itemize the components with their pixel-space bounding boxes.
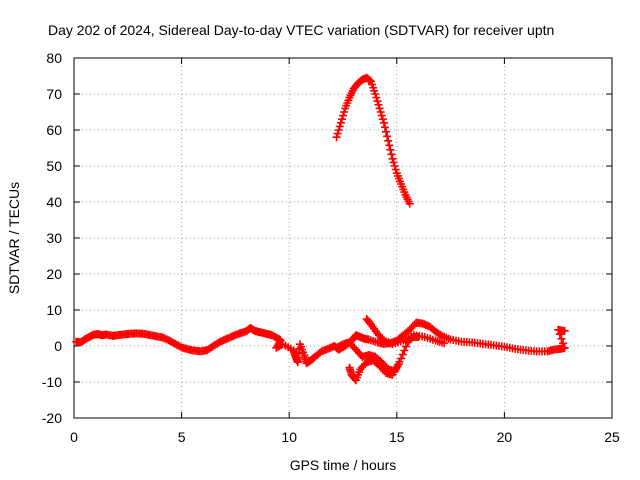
data-point-fill	[337, 115, 346, 124]
y-tick-label: 30	[46, 230, 62, 246]
x-tick-label: 10	[281, 429, 297, 445]
data-point-fill	[382, 127, 391, 136]
data-point-fill	[377, 111, 386, 120]
y-tick-label: 10	[46, 302, 62, 318]
data-point-fill	[559, 339, 568, 348]
y-tick-label: 70	[46, 86, 62, 102]
data-point	[384, 136, 393, 145]
series-branch-b	[345, 356, 403, 385]
data-point	[336, 118, 345, 127]
data-point	[332, 133, 341, 142]
data-point-fill	[334, 126, 343, 134]
y-tick-label: 40	[46, 194, 62, 210]
data-point	[440, 339, 449, 348]
x-tick-label: 5	[178, 429, 186, 445]
data-point-fill	[378, 115, 387, 124]
y-tick-label: 60	[46, 122, 62, 138]
data-point-fill	[401, 342, 410, 351]
data-point	[394, 360, 403, 368]
chart-title: Day 202 of 2024, Sidereal Day-to-day VTE…	[48, 22, 554, 38]
data-point-fill	[340, 108, 349, 116]
series-low-band	[72, 318, 569, 368]
data-point	[560, 326, 569, 335]
axis-ticks: 0 5 10 15 20 25 -20 -10 0 10 20 30 40 50 60 70 80	[42, 50, 620, 445]
data-point	[397, 354, 406, 363]
y-tick-label: 20	[46, 266, 62, 282]
data-point-fill	[557, 334, 566, 343]
data-point-fill	[365, 76, 374, 85]
x-axis-label: GPS time / hours	[290, 457, 397, 473]
data-point-fill	[391, 165, 400, 174]
data-point-fill	[383, 132, 392, 141]
y-tick-label: 0	[54, 338, 62, 354]
data-point-fill	[373, 97, 382, 106]
data-point-fill	[339, 111, 347, 120]
y-axis-label: SDTVAR / TECUs	[6, 182, 22, 294]
data-points	[72, 73, 569, 385]
data-point-fill	[390, 162, 399, 170]
data-point-fill	[386, 145, 395, 154]
data-point-fill	[398, 350, 407, 359]
data-point-fill	[380, 123, 389, 132]
data-point	[371, 90, 380, 98]
data-point-fill	[335, 122, 344, 131]
data-point	[375, 104, 384, 113]
x-tick-label: 0	[70, 429, 78, 445]
series-branch-c	[362, 315, 449, 349]
data-point-fill	[385, 141, 394, 150]
y-tick-label: -20	[42, 410, 62, 426]
data-point-fill	[372, 93, 381, 102]
series-high-arc	[332, 73, 414, 208]
x-tick-label: 15	[389, 429, 405, 445]
data-point-fill	[387, 150, 396, 159]
data-point	[379, 118, 388, 127]
data-point	[560, 343, 569, 352]
data-point-fill	[374, 100, 383, 109]
data-point-fill	[376, 108, 385, 116]
data-point-fill	[400, 346, 409, 355]
x-tick-label: 25	[604, 429, 620, 445]
y-tick-label: 80	[46, 50, 62, 66]
y-tick-label: 50	[46, 158, 62, 174]
data-point	[405, 199, 414, 208]
y-tick-label: -10	[42, 374, 62, 390]
grid-lines	[74, 58, 612, 418]
x-tick-label: 20	[497, 429, 513, 445]
data-point-fill	[389, 158, 398, 167]
data-point	[388, 154, 397, 163]
data-point-fill	[333, 129, 342, 138]
